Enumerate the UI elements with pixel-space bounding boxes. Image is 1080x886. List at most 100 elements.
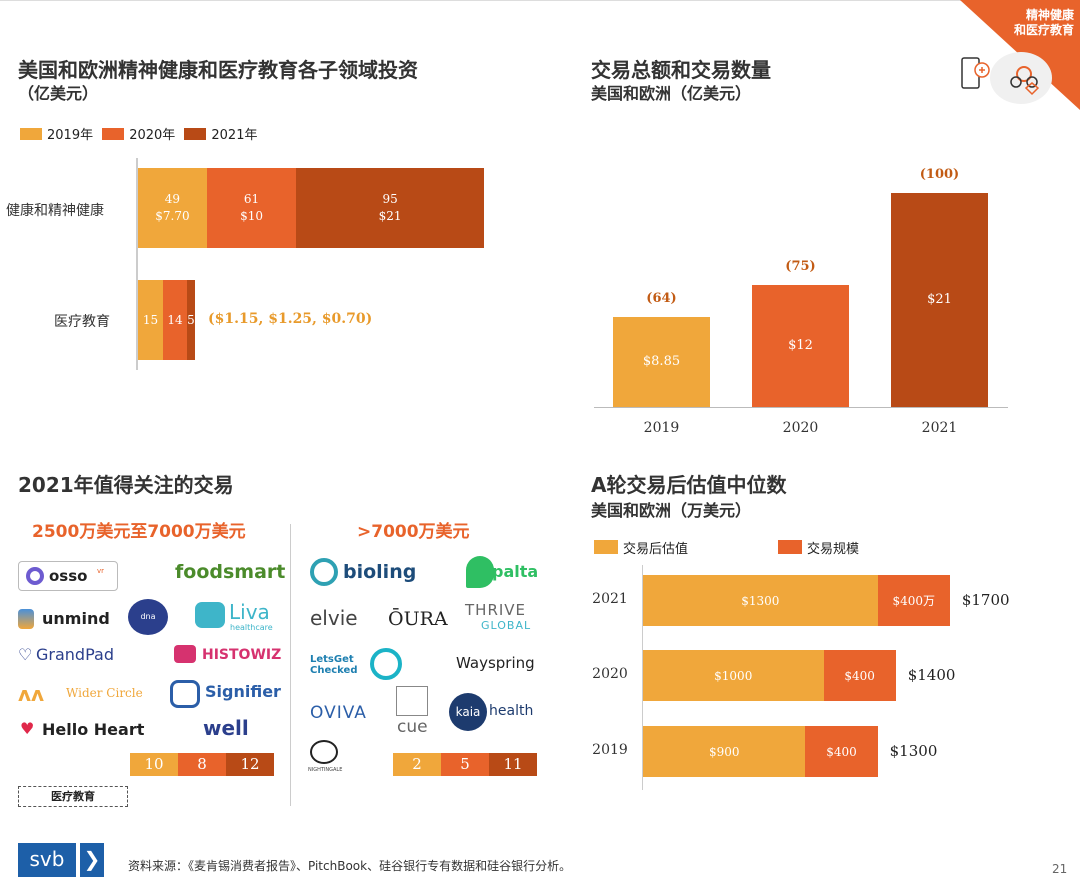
legend-swatch-2020	[102, 128, 125, 140]
col1-count-2021: 12	[226, 753, 274, 776]
panel4-year-label-2021: 2021	[592, 591, 628, 607]
grandpad-heart-icon: ♡	[18, 645, 33, 664]
osso-icon	[26, 567, 44, 585]
liva-sub: healthcare	[230, 623, 273, 632]
panel2-year-label-2021: 2021	[921, 420, 958, 436]
helloheart-icon: ♥	[20, 719, 35, 738]
col2-count-2019: 2	[393, 753, 441, 776]
svb-chevron-icon: ❯	[80, 843, 104, 877]
wayspring-logo: Wayspring	[456, 654, 535, 672]
thrive-logo: THRIVE	[465, 601, 527, 619]
col2-count-2020: 5	[441, 753, 489, 776]
svb-logo: svb ❯	[18, 843, 104, 877]
panel4-bar-2019-1: $400	[805, 726, 878, 777]
liva-logo: Liva	[229, 600, 270, 624]
panel2-axis	[594, 407, 1008, 408]
panel4-legend-a: 交易后估值	[594, 538, 692, 557]
panel2-bar-2019: $8.85	[613, 316, 710, 407]
medical-education-tag: 医疗教育	[18, 786, 128, 807]
cue-logo: cue	[397, 717, 428, 737]
phone-icon	[960, 56, 994, 96]
health-icon	[963, 52, 1052, 104]
panel2-count-label-2021: (100)	[919, 166, 960, 182]
panel4-total-2020: $1400	[907, 666, 956, 684]
legend-2019: 2019年	[47, 128, 94, 143]
panel4-total-2019: $1300	[889, 742, 938, 760]
panel1-bar-1-0: 15	[138, 280, 163, 360]
legend-valuation: 交易后估值	[623, 542, 689, 557]
palta-logo: palta	[492, 562, 539, 581]
panel1-bar-0-0: 49 $7.70	[138, 168, 207, 248]
legend-swatch-valuation	[594, 540, 618, 554]
legend-2020: 2020年	[129, 128, 176, 143]
panel2-title: 交易总额和交易数量	[591, 58, 771, 82]
panel1-title: 美国和欧洲精神健康和医疗教育各子领域投资	[18, 58, 418, 82]
row-label-medical: 医疗教育	[54, 314, 110, 330]
panel2-bar-2021: $21	[891, 192, 988, 407]
panel4-bar-2021-1: $400万	[877, 575, 950, 626]
panel1-axis	[136, 158, 138, 370]
legend-deal-size: 交易规模	[807, 542, 860, 557]
panel1-legend: 2019年 2020年 2021年	[20, 124, 261, 143]
legend-swatch-deal-size	[778, 540, 802, 554]
cue-icon	[396, 686, 428, 716]
elvie-logo: elvie	[310, 606, 358, 630]
col1-count-2020: 8	[178, 753, 226, 776]
row-label-health: 健康和精神健康	[6, 203, 104, 219]
panel4-subtitle: 美国和欧洲（万美元）	[591, 501, 752, 520]
panel1-bar-1-2: 5	[187, 280, 195, 360]
nightingale-logo: NIGHTINGALE	[308, 767, 343, 773]
oviva-logo: OVIVA	[310, 703, 367, 723]
page-number: 21	[1052, 862, 1068, 876]
panel4-bar-2020-0: $1000	[643, 650, 824, 701]
source-note: 资料来源：《麦肯锡消费者报告》、PitchBook、硅谷银行专有数据和硅谷银行分…	[128, 859, 572, 873]
bioling-logo: bioling	[343, 561, 417, 583]
panel3-title: 2021年值得关注的交易	[18, 473, 234, 497]
panel4-legend-b: 交易规模	[778, 538, 863, 557]
osso-logo: osso vr	[18, 561, 118, 591]
kaia-health: health	[489, 703, 534, 719]
foodsmart-logo: foodsmart	[175, 561, 286, 583]
helloheart-logo: Hello Heart	[42, 720, 145, 739]
kaia-logo: kaia	[449, 693, 487, 731]
panel1-subtitle: （亿美元）	[18, 84, 99, 103]
panel2-count-label-2020: (75)	[785, 258, 816, 274]
panel1-annotation: ($1.15, $1.25, $0.70)	[208, 311, 373, 327]
letsgetchecked-icon	[370, 648, 402, 680]
panel2-year-label-2020: 2020	[782, 420, 819, 436]
panel4-bar-2021-0: $1300	[643, 575, 878, 626]
thrive-global: GLOBAL	[481, 619, 532, 632]
panel4-bar-2020-1: $400	[823, 650, 896, 701]
nightingale-icon	[310, 740, 338, 764]
panel1-bar-0-1: 61 $10	[206, 168, 297, 248]
panel1-bar-1-1: 14	[163, 280, 187, 360]
panel1-bar-0-2: 95 $21	[296, 168, 484, 248]
col2-count-2021: 11	[489, 753, 537, 776]
column-divider	[290, 524, 291, 806]
panel4-year-label-2019: 2019	[592, 742, 628, 758]
widercircle-logo: Wider Circle	[66, 686, 143, 700]
col1-count-2019: 10	[130, 753, 178, 776]
palta-icon	[466, 556, 494, 588]
panel2-count-label-2019: (64)	[646, 290, 677, 306]
legend-2021: 2021年	[211, 128, 258, 143]
top-rule	[0, 0, 1080, 1]
legend-swatch-2019	[20, 128, 42, 140]
osso-text: osso	[49, 567, 88, 585]
panel4-title: A轮交易后估值中位数	[591, 473, 787, 497]
col2-header: >7000万美元	[357, 522, 470, 542]
panel4-axis	[642, 565, 643, 790]
osso-vr: vr	[97, 567, 105, 575]
panel2-bar-2020: $12	[752, 284, 849, 407]
col1-header: 2500万美元至7000万美元	[32, 522, 246, 542]
legend-swatch-2021	[184, 128, 207, 140]
histowiz-icon	[174, 645, 196, 663]
letsgetchecked-logo: LetsGet Checked	[310, 654, 358, 676]
signifier-logo: Signifier	[205, 682, 281, 701]
dnanudge-logo: dna nudge	[128, 599, 168, 657]
bioling-icon	[310, 558, 338, 586]
panel4-year-label-2020: 2020	[592, 666, 628, 682]
unmind-icon	[18, 609, 34, 629]
panel4-bar-2019-0: $900	[643, 726, 806, 777]
well-logo: well	[203, 716, 249, 740]
